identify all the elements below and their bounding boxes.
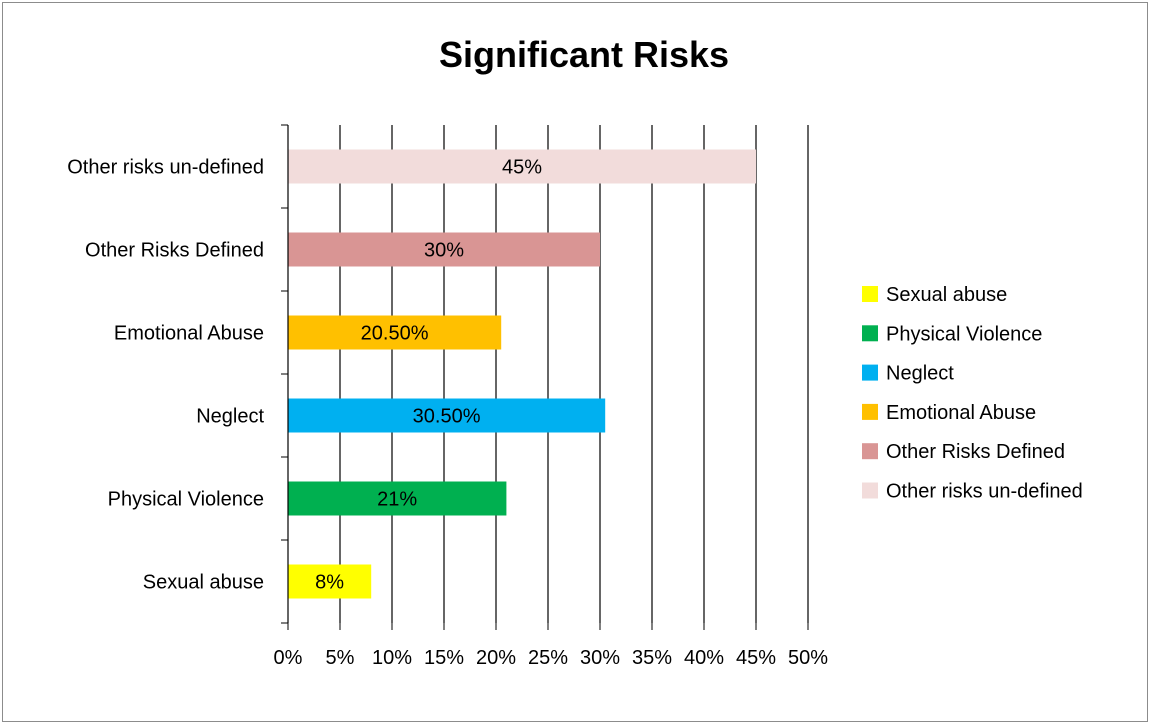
x-tick-label: 10% <box>372 647 412 669</box>
x-tick-label: 0% <box>274 647 303 669</box>
legend-label: Physical Violence <box>886 323 1042 345</box>
legend-swatch <box>862 482 878 499</box>
x-tick-label: 15% <box>424 647 464 669</box>
legend-swatch <box>862 286 878 302</box>
legend-swatch <box>862 403 878 420</box>
x-tick-label: 25% <box>528 647 568 669</box>
category-label: Other Risks Defined <box>85 240 264 262</box>
bar <box>288 481 507 516</box>
legend-label: Sexual abuse <box>886 284 1007 306</box>
x-tick-label: 35% <box>632 647 672 669</box>
data-label: 30.50% <box>413 406 481 428</box>
chart-title: Significant Risks <box>439 34 729 75</box>
legend-swatch <box>862 443 878 460</box>
data-label: 8% <box>315 572 344 594</box>
x-tick-label: 20% <box>476 647 516 669</box>
legend-label: Other risks un-defined <box>886 481 1083 503</box>
data-label: 45% <box>502 157 542 179</box>
category-label: Physical Violence <box>108 489 264 511</box>
legend: Sexual abuse Physical Violence Neglect Emot… <box>862 284 1083 503</box>
legend-label: Emotional Abuse <box>886 402 1036 424</box>
data-label: 20.50% <box>361 323 429 345</box>
bar <box>288 564 372 599</box>
category-label: Other risks un-defined <box>67 157 264 179</box>
category-label: Sexual abuse <box>143 572 264 594</box>
legend-swatch <box>862 325 878 342</box>
bar <box>288 315 502 350</box>
x-tick-label: 40% <box>684 647 724 669</box>
gridlines <box>339 125 809 623</box>
x-tick-label: 45% <box>736 647 776 669</box>
legend-label: Other Risks Defined <box>886 441 1065 463</box>
category-label: Neglect <box>196 406 264 428</box>
axes <box>281 124 809 630</box>
x-tick-label: 30% <box>580 647 620 669</box>
bar <box>288 232 600 267</box>
legend-label: Neglect <box>886 363 954 385</box>
x-tick-label: 5% <box>326 647 355 669</box>
bar <box>288 398 606 433</box>
data-label: 21% <box>377 489 417 511</box>
x-tick-label: 50% <box>788 647 828 669</box>
bar <box>288 149 756 184</box>
bar-chart: Significant Risks 0% 5% 10% 15% 20% 25% 30% 35%… <box>67 34 1083 670</box>
bars <box>288 149 756 599</box>
category-label: Emotional Abuse <box>114 323 264 345</box>
data-label: 30% <box>424 240 464 262</box>
labels: 0% 5% 10% 15% 20% 25% 30% 35% 40% 45% 50% 8% Sexual … <box>67 157 828 670</box>
legend-swatch <box>862 364 878 381</box>
